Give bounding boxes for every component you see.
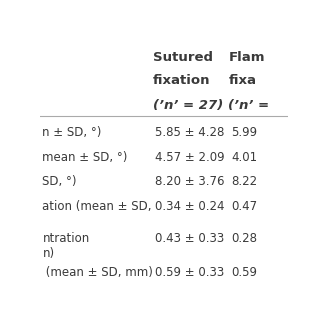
- Text: (’n’ =: (’n’ =: [228, 99, 270, 112]
- Text: mean ± SD, °): mean ± SD, °): [43, 150, 128, 164]
- Text: Flam: Flam: [228, 51, 265, 64]
- Text: 0.47: 0.47: [231, 200, 257, 213]
- Text: 0.28: 0.28: [231, 232, 257, 245]
- Text: ntration
n): ntration n): [43, 232, 90, 260]
- Text: 0.43 ± 0.33: 0.43 ± 0.33: [155, 232, 225, 245]
- Text: 4.01: 4.01: [231, 150, 257, 164]
- Text: 0.59 ± 0.33: 0.59 ± 0.33: [155, 266, 225, 279]
- Text: SD, °): SD, °): [43, 175, 77, 188]
- Text: 0.34 ± 0.24: 0.34 ± 0.24: [155, 200, 225, 213]
- Text: (’n’ = 27): (’n’ = 27): [153, 99, 223, 112]
- Text: ation (mean ± SD,: ation (mean ± SD,: [43, 200, 152, 213]
- Text: 4.57 ± 2.09: 4.57 ± 2.09: [155, 150, 225, 164]
- Text: fixa: fixa: [228, 74, 257, 87]
- Text: 5.99: 5.99: [231, 126, 257, 139]
- Text: Sutured: Sutured: [153, 51, 213, 64]
- Text: 5.85 ± 4.28: 5.85 ± 4.28: [155, 126, 225, 139]
- Text: 8.20 ± 3.76: 8.20 ± 3.76: [155, 175, 225, 188]
- Text: (mean ± SD, mm): (mean ± SD, mm): [43, 266, 153, 279]
- Text: n ± SD, °): n ± SD, °): [43, 126, 102, 139]
- Text: 8.22: 8.22: [231, 175, 257, 188]
- Text: fixation: fixation: [153, 74, 210, 87]
- Text: 0.59: 0.59: [231, 266, 257, 279]
